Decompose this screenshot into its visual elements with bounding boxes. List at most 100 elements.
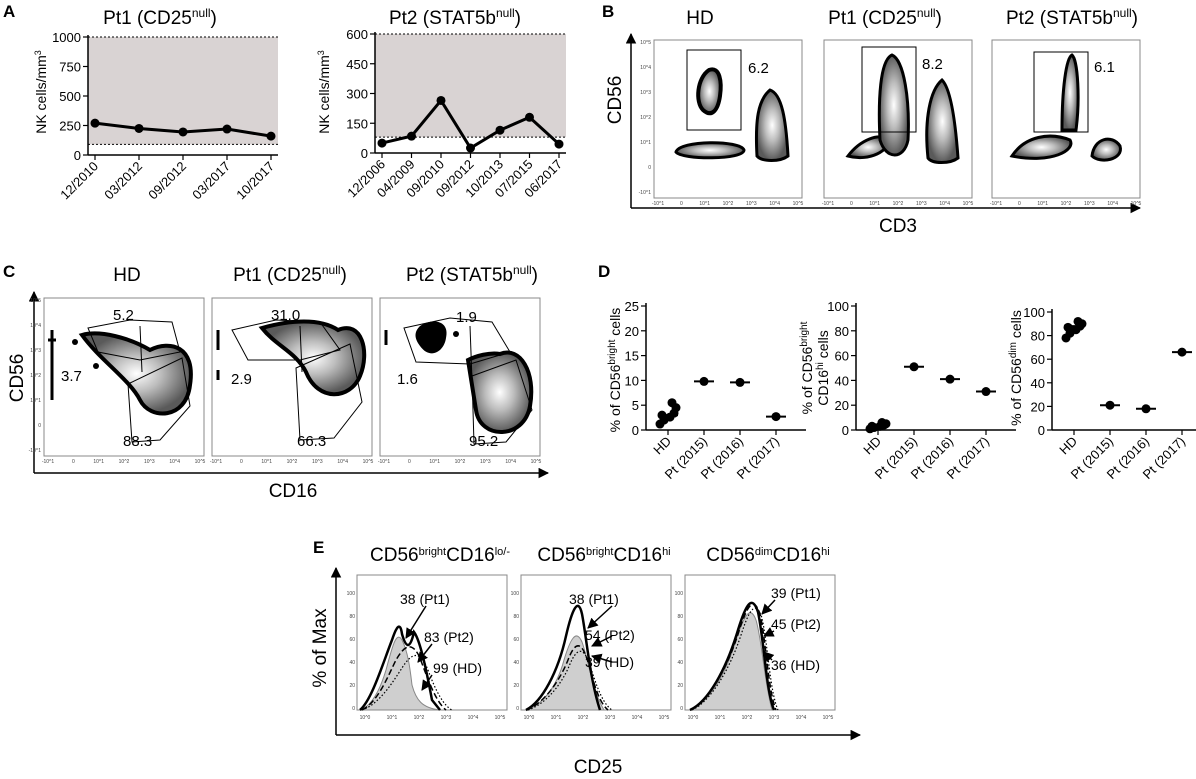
e-x-micro-tick: 10^1 <box>551 715 562 721</box>
c-x-micro-tick: 0 <box>72 459 75 465</box>
e-y-micro-tick: 60 <box>349 637 355 643</box>
b-x-micro-tick: 10^3 <box>1084 201 1095 207</box>
b-y-micro-tick: 10^1 <box>640 140 651 146</box>
c-x-micro-tick: 10^5 <box>363 459 374 465</box>
c-gate-pt2-bottom: 95.2 <box>469 433 498 450</box>
c-gate-pt1-left: 2.9 <box>231 371 252 388</box>
d1-y-axis-label: % of CD56bright cells <box>607 308 624 433</box>
e-y-micro-tick: 0 <box>352 706 355 712</box>
c-gate-hd-left: 3.7 <box>61 368 82 385</box>
c-x-micro-tick: 10^5 <box>195 459 206 465</box>
e-x-micro-tick: 10^3 <box>605 715 616 721</box>
c-plot-frame-pt2 <box>379 297 541 457</box>
e-x-micro-tick: 10^3 <box>769 715 780 721</box>
c-pt2-populations <box>384 317 534 445</box>
pt1-data-point <box>178 127 188 137</box>
c-x-micro-tick: 10^2 <box>287 459 298 465</box>
e-x-micro-tick: 10^5 <box>823 715 834 721</box>
b-y-micro-tick: 10^3 <box>640 90 651 96</box>
e-x-micro-tick: 10^4 <box>468 715 479 721</box>
b-micro-ticks: -10^1 0 10^1 10^2 10^3 10^4 10^5 -10^1 0 10^1 10^2… <box>639 40 1142 207</box>
c-x-micro-tick: 10^1 <box>429 459 440 465</box>
pt2-data-point <box>407 131 416 141</box>
b-gate-pt1: 8.2 <box>922 56 943 73</box>
c-x-micro-tick: 0 <box>408 459 411 465</box>
e-x-micro-tick: 10^5 <box>495 715 506 721</box>
c-x-axis-label: CD16 <box>269 481 318 502</box>
pt2-y-tick-label: 0 <box>361 146 368 161</box>
e-x-micro-tick: 10^0 <box>360 715 371 721</box>
d3-y-tick-label: 100 <box>1023 305 1045 320</box>
d2-y-tick-label: 60 <box>835 349 849 364</box>
b-y-axis-label: CD56 <box>605 76 626 125</box>
pt2-y-tick-label: 600 <box>346 27 368 42</box>
d3-hd-point <box>1073 316 1083 326</box>
pt1-x-tick-label: 10/2017 <box>233 159 277 203</box>
e-y-micro-tick: 40 <box>513 660 519 666</box>
e-y-micro-tick: 60 <box>677 637 683 643</box>
e-y-micro-tick: 0 <box>680 706 683 712</box>
b-y-micro-tick: 0 <box>648 165 651 171</box>
c-x-micro-tick: 10^1 <box>93 459 104 465</box>
d2-y-tick-label: 40 <box>835 373 849 388</box>
b-pt2-populations <box>1009 51 1122 162</box>
d2-x-tick-label: HD <box>860 434 884 458</box>
c-plot-frame-pt1 <box>211 297 373 457</box>
e1-annotation-hd: 99 (HD) <box>433 660 482 676</box>
e-y-micro-tick: 60 <box>513 637 519 643</box>
pt1-nk-chart: 0 250 500 750 1000 12/2010 03/2012 09/2012 03/20… <box>52 30 278 202</box>
e-x-micro-tick: 10^4 <box>632 715 643 721</box>
b-y-micro-tick: -10^1 <box>639 190 652 196</box>
c-hd-populations <box>48 319 193 443</box>
panel-letter-c: C <box>3 262 15 281</box>
pt2-chart-title: Pt2 (STAT5bnull) <box>389 6 521 29</box>
d2-y-tick-label: 20 <box>835 398 849 413</box>
d3-y-axis-label: % of CD56dim cells <box>1008 310 1025 426</box>
c-x-micro-tick: -10^1 <box>42 459 55 465</box>
c-x-micro-tick: -10^1 <box>378 459 391 465</box>
c-header-pt2: Pt2 (STAT5bnull) <box>406 263 538 286</box>
e-title-3: CD56dimCD16hi <box>706 545 829 566</box>
c-y-axis-label: CD56 <box>7 354 28 403</box>
b-plot-frame-pt2 <box>991 39 1141 199</box>
pt1-y-tick-label: 750 <box>59 60 81 75</box>
d3-y-tick-label: 0 <box>1038 423 1045 438</box>
c-gate-pt2-top: 1.9 <box>456 309 477 326</box>
e2-annotation-hd: 39 (HD) <box>585 654 634 670</box>
b-x-micro-tick: 0 <box>850 201 853 207</box>
b-pt1-populations <box>845 46 960 164</box>
b-x-micro-tick: 10^5 <box>963 201 974 207</box>
e1-annotation-pt1: 38 (Pt1) <box>400 591 450 607</box>
b-x-micro-tick: 10^3 <box>746 201 757 207</box>
e2-annotation-pt1: 38 (Pt1) <box>569 591 619 607</box>
b-x-micro-tick: 0 <box>680 201 683 207</box>
pt2-data-point <box>525 112 534 122</box>
d3-hd-point <box>1063 322 1073 332</box>
c-x-micro-tick: 10^3 <box>144 459 155 465</box>
c-micro-ticks: -10^1 0 10^1 10^2 10^3 10^4 10^5 -10^1 0 10^1 10^2… <box>29 298 542 465</box>
c-x-micro-tick: 10^1 <box>261 459 272 465</box>
e-x-micro-tick: 10^2 <box>578 715 589 721</box>
d2-y-axis-label-line2: CD16hi cells <box>815 330 832 406</box>
c-x-micro-tick: 10^5 <box>531 459 542 465</box>
b-x-axis-label: CD3 <box>879 216 917 237</box>
b-x-micro-tick: 10^1 <box>869 201 880 207</box>
d3-y-tick-label: 60 <box>1031 352 1045 367</box>
e-y-micro-tick: 20 <box>513 683 519 689</box>
c-gate-pt1-top: 31.0 <box>271 307 300 324</box>
pt2-y-tick-label: 150 <box>346 116 368 131</box>
b-x-micro-tick: 10^4 <box>769 201 780 207</box>
e2-annotation-pt2: 54 (Pt2) <box>585 627 635 643</box>
c-x-micro-tick: -10^1 <box>210 459 223 465</box>
e-y-micro-tick: 20 <box>677 683 683 689</box>
c-header-hd: HD <box>113 265 140 286</box>
e-y-micro-tick: 100 <box>675 591 684 597</box>
e-x-micro-tick: 10^1 <box>387 715 398 721</box>
e-title-2: CD56brightCD16hi <box>537 545 670 566</box>
panel-c: HD Pt1 (CD25null) Pt2 (STAT5bnull) <box>7 263 550 502</box>
e-y-axis-label: % of Max <box>310 608 331 688</box>
e-y-micro-tick: 0 <box>516 706 519 712</box>
e-title-1: CD56brightCD16lo/- <box>370 545 510 566</box>
